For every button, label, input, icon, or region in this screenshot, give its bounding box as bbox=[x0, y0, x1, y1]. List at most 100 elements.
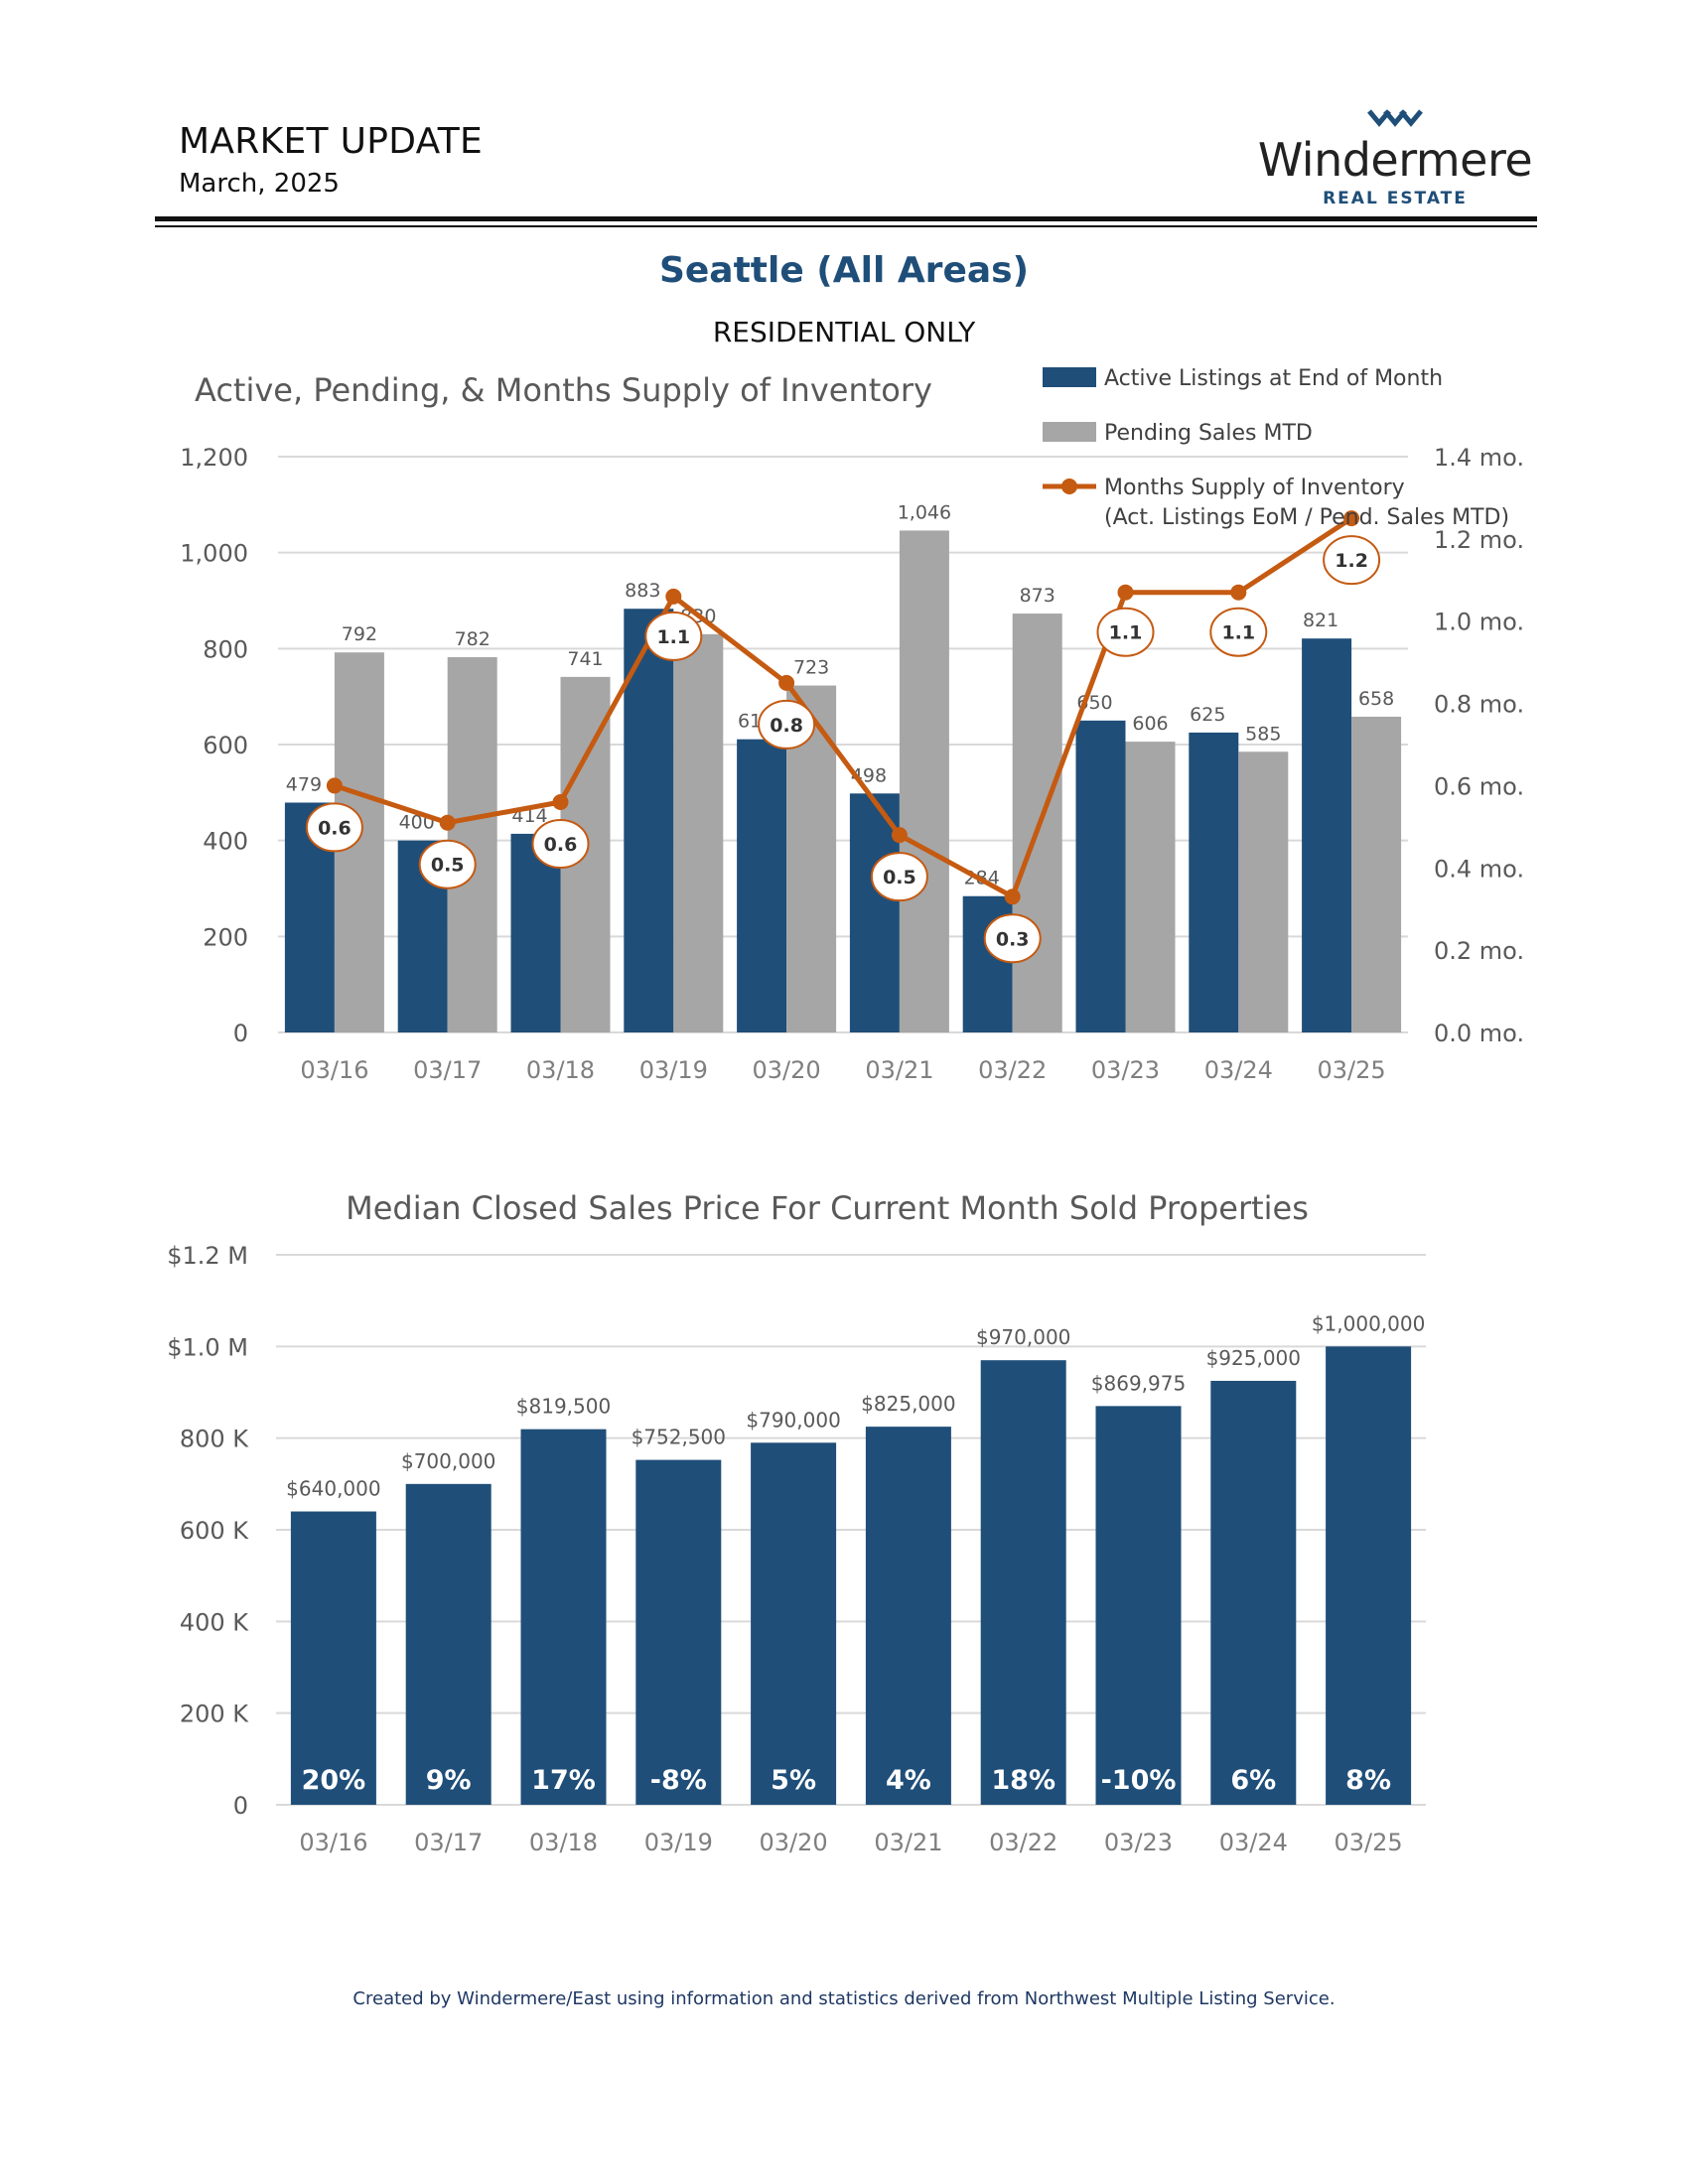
year-over-year-change-label: 6% bbox=[1230, 1765, 1276, 1796]
pending-sales-data-label: 585 bbox=[1245, 723, 1281, 745]
months-supply-label-bubble bbox=[1323, 535, 1381, 586]
months-supply-label-bubble bbox=[1209, 607, 1268, 657]
report-title: MARKET UPDATE bbox=[179, 121, 484, 162]
logo-mark-icon bbox=[1367, 109, 1423, 127]
median-price-data-label: $970,000 bbox=[976, 1325, 1070, 1349]
active-listings-data-label: 625 bbox=[1190, 704, 1225, 726]
footer-credit: Created by Windermere/East using informa… bbox=[352, 1988, 1336, 2009]
right-axis-tick-label: 0.6 mo. bbox=[1434, 772, 1524, 800]
header-rule-thin bbox=[155, 225, 1537, 227]
legend-swatch-active bbox=[1043, 367, 1096, 387]
months-supply-marker bbox=[439, 814, 456, 831]
legend-label-months-supply-formula: (Act. Listings EoM / Pend. Sales MTD) bbox=[1104, 505, 1509, 530]
active-listings-bar bbox=[1075, 720, 1126, 1032]
x-axis-tick-label: 03/21 bbox=[874, 1829, 942, 1856]
months-supply-label-bubble bbox=[983, 913, 1042, 964]
months-supply-marker bbox=[326, 777, 343, 794]
right-axis-tick-label: 0.2 mo. bbox=[1434, 937, 1524, 965]
chart-title: Active, Pending, & Months Supply of Inve… bbox=[195, 371, 932, 409]
pending-sales-bar bbox=[1351, 716, 1402, 1032]
pending-sales-bar bbox=[1125, 742, 1176, 1032]
inventory-chart: Active, Pending, & Months Supply of Inve… bbox=[180, 366, 1524, 1084]
months-supply-marker bbox=[1230, 584, 1247, 601]
pending-sales-bar bbox=[899, 530, 949, 1032]
header-rule bbox=[155, 216, 1537, 221]
months-supply-marker bbox=[1004, 888, 1021, 905]
months-supply-label-bubble bbox=[1096, 607, 1155, 657]
median-price-bar bbox=[405, 1483, 492, 1805]
x-axis-tick-label: 03/22 bbox=[989, 1829, 1057, 1856]
right-axis-tick-label: 0.4 mo. bbox=[1434, 855, 1524, 883]
left-axis-tick-label: 200 bbox=[203, 923, 248, 951]
median-price-bar bbox=[1210, 1380, 1297, 1805]
active-listings-data-label: 883 bbox=[625, 580, 660, 602]
right-axis-tick-label: 1.4 mo. bbox=[1434, 444, 1524, 472]
x-axis-tick-label: 03/16 bbox=[299, 1829, 367, 1856]
legend-swatch-pending bbox=[1043, 422, 1096, 442]
x-axis-tick-label: 03/24 bbox=[1204, 1056, 1273, 1084]
months-supply-label-bubble bbox=[870, 852, 928, 902]
legend-label-active: Active Listings at End of Month bbox=[1104, 366, 1443, 391]
median-price-data-label: $752,500 bbox=[632, 1426, 726, 1449]
x-axis-tick-label: 03/23 bbox=[1104, 1829, 1173, 1856]
chart-title: Median Closed Sales Price For Current Mo… bbox=[346, 1189, 1309, 1227]
median-price-bar bbox=[520, 1429, 607, 1805]
median-price-data-label: $700,000 bbox=[401, 1449, 495, 1473]
y-axis-tick-label: $1.0 M bbox=[167, 1333, 248, 1361]
x-axis-tick-label: 03/18 bbox=[526, 1056, 595, 1084]
residential-subtitle: RESIDENTIAL ONLY bbox=[712, 316, 976, 348]
median-price-data-label: $825,000 bbox=[861, 1392, 955, 1416]
pending-sales-bar bbox=[1238, 751, 1289, 1032]
y-axis-tick-label: 200 K bbox=[180, 1701, 249, 1728]
active-listings-bar bbox=[624, 609, 674, 1032]
year-over-year-change-label: 4% bbox=[886, 1765, 931, 1796]
active-listings-bar bbox=[1189, 732, 1239, 1032]
pending-sales-data-label: 792 bbox=[342, 623, 377, 645]
year-over-year-change-label: 5% bbox=[771, 1765, 816, 1796]
pending-sales-data-label: 1,046 bbox=[898, 501, 951, 523]
median-price-bar bbox=[290, 1511, 376, 1805]
months-supply-label-bubble bbox=[644, 611, 703, 661]
median-price-data-label: $1,000,000 bbox=[1312, 1311, 1426, 1335]
left-axis-tick-label: 800 bbox=[203, 635, 248, 663]
months-supply-marker bbox=[891, 827, 908, 844]
median-price-data-label: $790,000 bbox=[746, 1408, 840, 1432]
right-axis-tick-label: 1.2 mo. bbox=[1434, 526, 1524, 554]
logo-subtitle: REAL ESTATE bbox=[1323, 189, 1468, 208]
year-over-year-change-label: 9% bbox=[426, 1765, 472, 1796]
left-axis-tick-label: 400 bbox=[203, 828, 248, 856]
x-axis-tick-label: 03/21 bbox=[865, 1056, 933, 1084]
x-axis-tick-label: 03/25 bbox=[1318, 1056, 1386, 1084]
left-axis-tick-label: 0 bbox=[233, 1020, 248, 1047]
y-axis-tick-label: 600 K bbox=[180, 1517, 249, 1545]
right-axis-tick-label: 0.8 mo. bbox=[1434, 691, 1524, 719]
months-supply-marker bbox=[1117, 584, 1134, 601]
right-axis-tick-label: 0.0 mo. bbox=[1434, 1020, 1524, 1047]
y-axis-tick-label: 0 bbox=[233, 1792, 248, 1820]
months-supply-marker bbox=[778, 674, 795, 691]
x-axis-tick-label: 03/19 bbox=[644, 1829, 713, 1856]
median-price-chart: Median Closed Sales Price For Current Mo… bbox=[167, 1189, 1426, 1856]
active-listings-bar bbox=[849, 793, 900, 1032]
x-axis-tick-label: 03/19 bbox=[639, 1056, 708, 1084]
pending-sales-data-label: 873 bbox=[1020, 585, 1055, 607]
active-listings-data-label: 821 bbox=[1303, 610, 1338, 631]
year-over-year-change-label: -10% bbox=[1101, 1765, 1177, 1796]
x-axis-tick-label: 03/22 bbox=[978, 1056, 1047, 1084]
median-price-data-label: $925,000 bbox=[1206, 1346, 1301, 1370]
x-axis-tick-label: 03/24 bbox=[1219, 1829, 1288, 1856]
y-axis-tick-label: 400 K bbox=[180, 1608, 249, 1636]
months-supply-data-label: 0.8 bbox=[770, 715, 803, 737]
months-supply-label-bubble bbox=[531, 819, 590, 869]
median-price-bar bbox=[980, 1360, 1066, 1805]
months-supply-data-label: 1.1 bbox=[1109, 622, 1143, 644]
median-price-data-label: $869,975 bbox=[1091, 1371, 1186, 1395]
months-supply-line bbox=[334, 516, 1353, 899]
months-supply-data-label: 0.6 bbox=[318, 817, 352, 839]
months-supply-marker bbox=[1343, 510, 1360, 527]
median-price-data-label: $640,000 bbox=[286, 1477, 380, 1501]
months-supply-label-bubble bbox=[305, 802, 363, 853]
legend-label-months-supply: Months Supply of Inventory bbox=[1104, 476, 1405, 500]
x-axis-tick-label: 03/17 bbox=[413, 1056, 482, 1084]
months-supply-data-label: 1.2 bbox=[1335, 550, 1368, 572]
